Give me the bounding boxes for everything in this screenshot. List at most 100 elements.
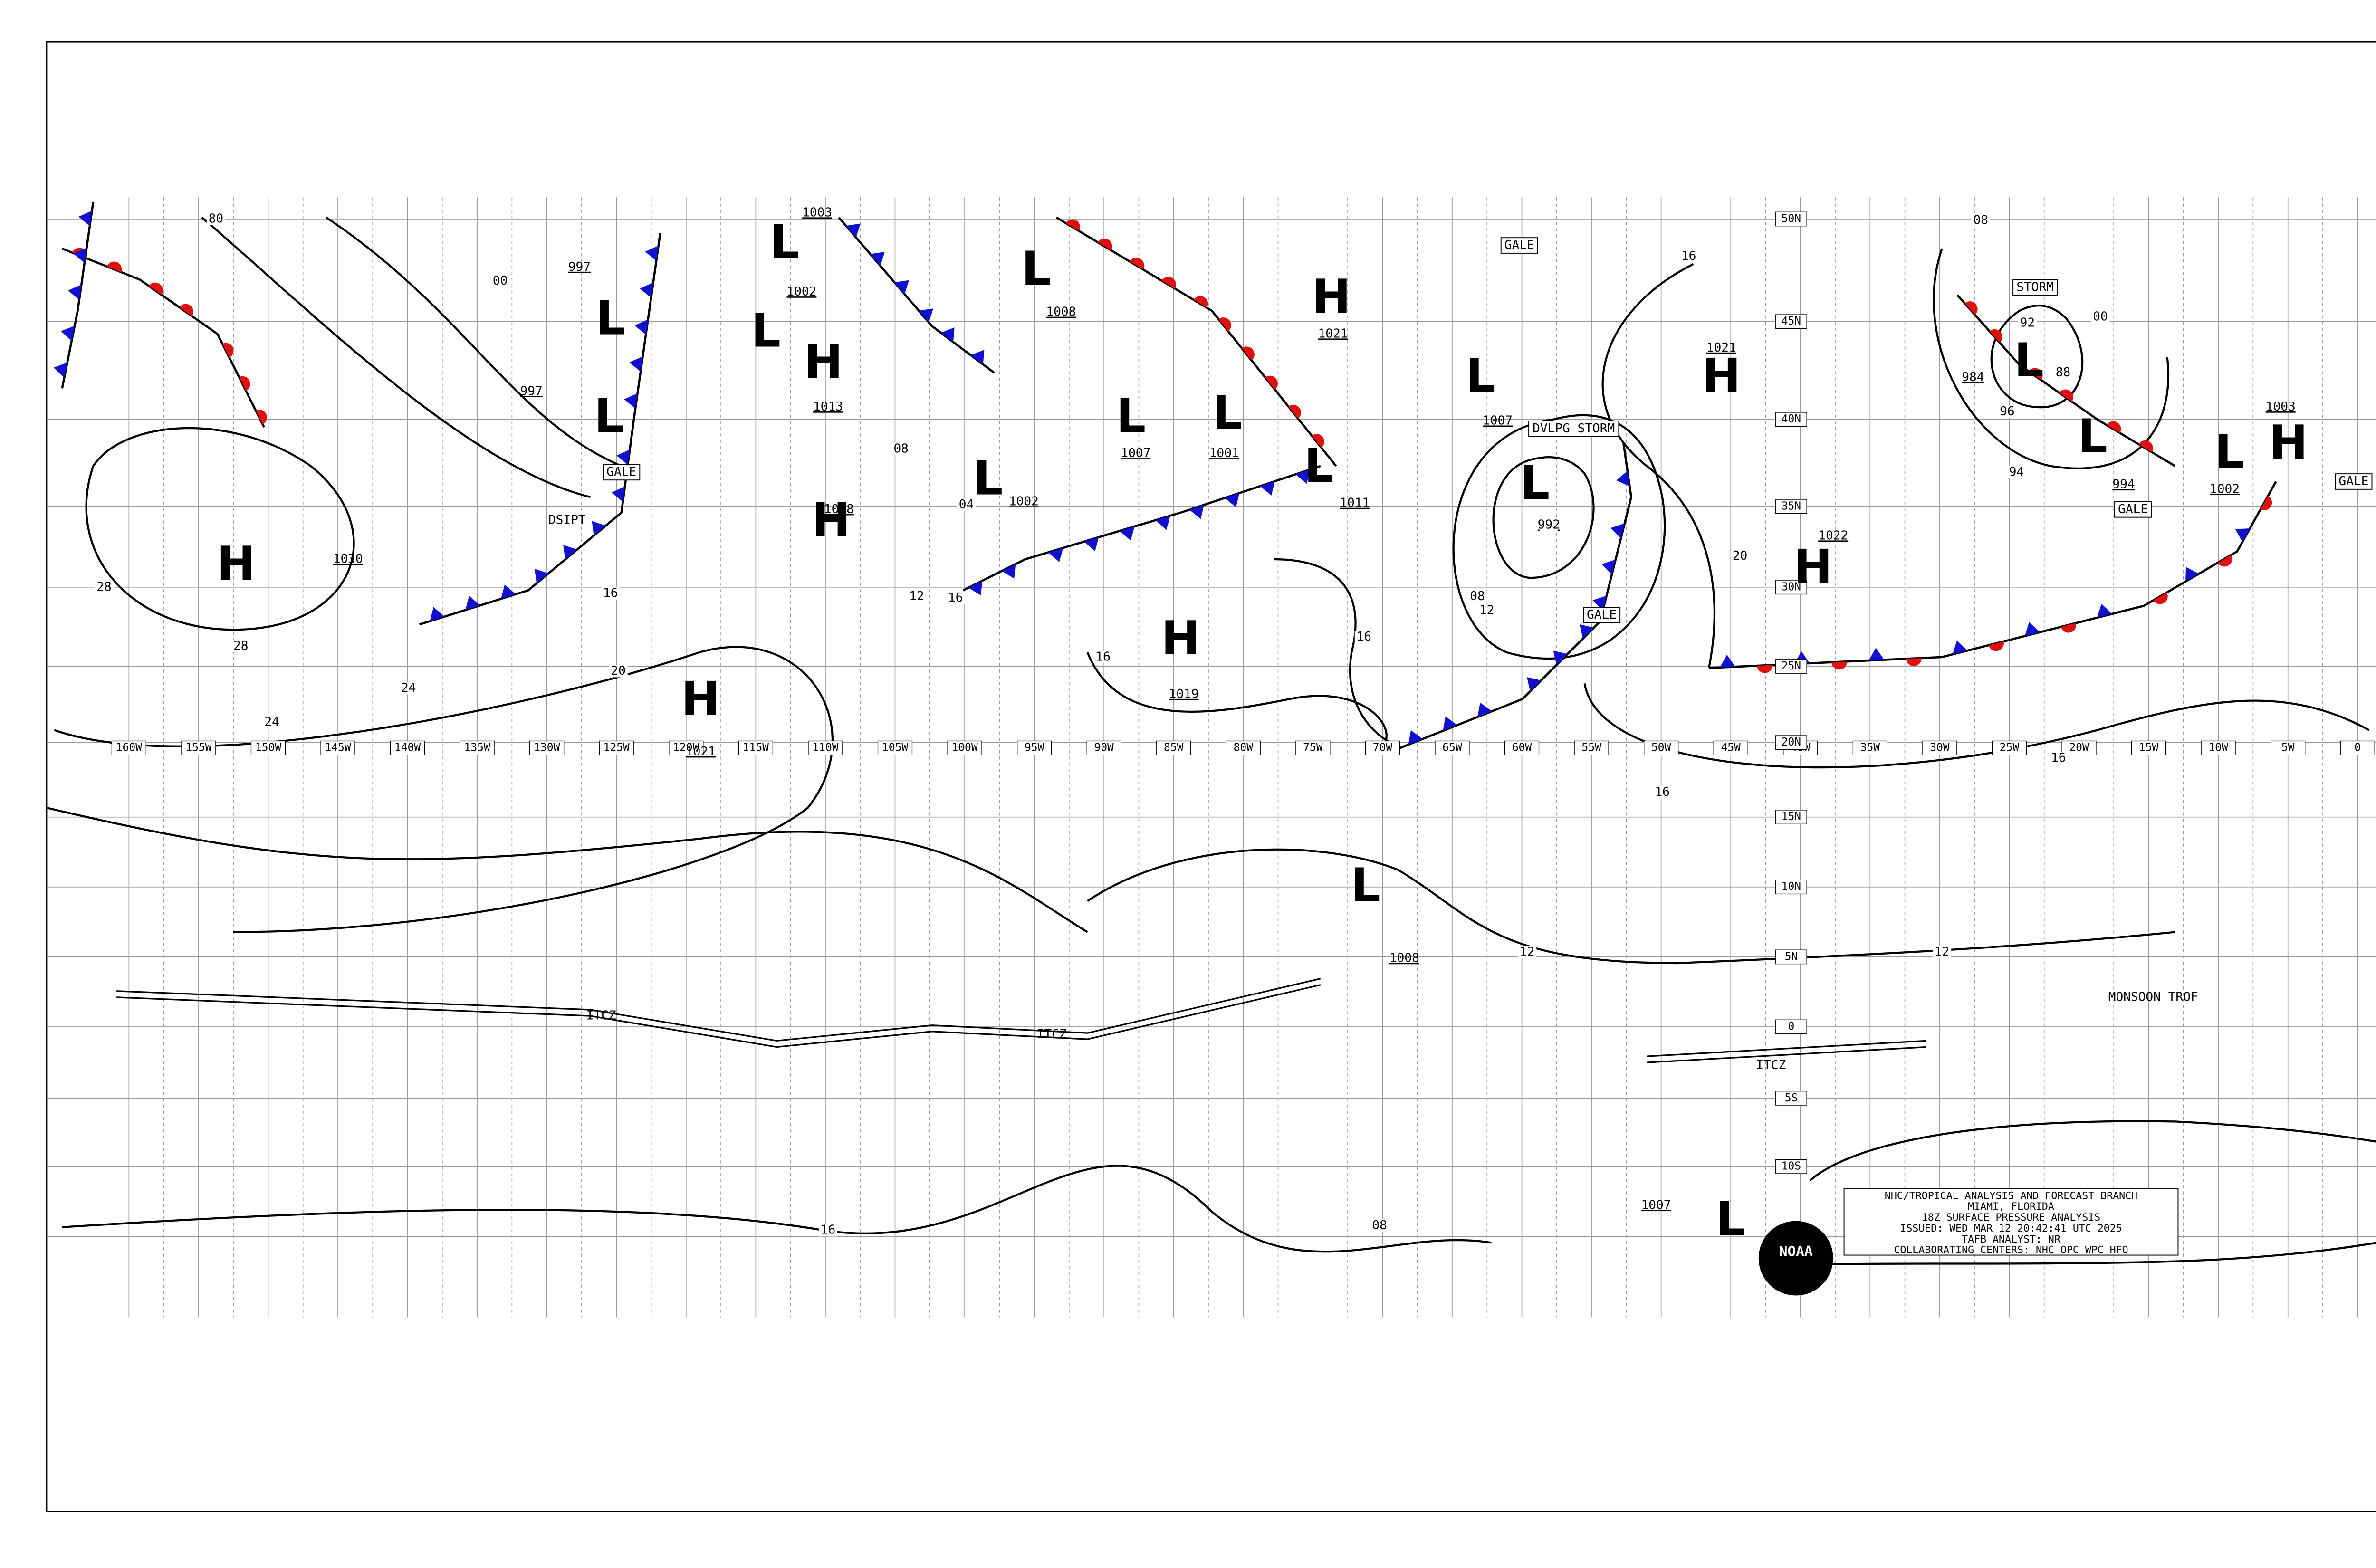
warm-front-barb — [2060, 623, 2077, 633]
lon-label: 55W — [1581, 742, 1601, 754]
label-box — [1775, 1019, 1807, 1034]
lat-label: 20N — [1782, 736, 1801, 748]
central-pressure: 1021 — [1318, 326, 1348, 341]
central-pressure: 1018 — [824, 502, 854, 516]
cold-front-barb — [634, 319, 648, 335]
pressure-center: L — [1212, 386, 1242, 440]
pressure-center: L — [1520, 456, 1550, 510]
lon-label: 15W — [2139, 742, 2159, 754]
warm-front-barb — [2028, 368, 2043, 381]
title-lines: NHC/TROPICAL ANALYSIS AND FORECAST BRANC… — [1885, 1190, 2137, 1256]
lon-label: 80W — [1234, 742, 1254, 754]
lat-label: 30N — [1782, 581, 1801, 593]
label-box — [1775, 880, 1807, 895]
cold-front-barb — [53, 362, 67, 378]
lon-label: 150W — [255, 742, 281, 754]
pressure-center: L — [1466, 349, 1495, 403]
isobar — [1087, 848, 2175, 965]
warm-front-barb — [1964, 301, 1978, 315]
cold-front-barb — [563, 545, 577, 560]
front-line — [962, 465, 1321, 592]
lon-label: 155W — [185, 742, 211, 754]
isobar-label: 16 — [2051, 751, 2066, 765]
pressure-center: L — [751, 304, 781, 358]
front-line — [1956, 294, 2176, 467]
label-box — [2012, 279, 2058, 296]
pressure-center: H — [812, 494, 851, 548]
label-box — [1583, 607, 1621, 623]
cold-front-barb — [430, 607, 445, 621]
label-bg — [1093, 650, 1112, 663]
title-line: ISSUED: WED MAR 12 20:42:41 UTC 2025 — [1900, 1223, 2122, 1234]
label-box — [1775, 211, 1807, 227]
isobar-label: 80 — [209, 211, 223, 226]
cold-front-barb — [1225, 493, 1240, 507]
isobar-label: 992 — [1538, 518, 1560, 532]
pressure-center: L — [770, 215, 800, 269]
title-line: MIAMI, FLORIDA — [1968, 1201, 2054, 1213]
lon-label: 100W — [952, 742, 978, 754]
isobar-label: 96 — [2000, 404, 2014, 419]
cold-front-barb — [78, 210, 92, 226]
label-box — [250, 740, 286, 755]
warm-front-barb — [1161, 277, 1176, 289]
label-box — [1574, 740, 1609, 755]
warm-front-barb — [256, 410, 267, 424]
cold-front-barb — [2185, 567, 2199, 582]
feature-label: GALE — [1504, 238, 1534, 252]
lon-label: 135W — [464, 742, 490, 754]
label-box — [1713, 740, 1748, 755]
isobar-label: 94 — [2009, 465, 2024, 479]
title-line: COLLABORATING CENTERS: NHC OPC WPC HFO — [1894, 1244, 2128, 1256]
label-bg — [2018, 316, 2037, 330]
label-box — [1922, 740, 1957, 755]
central-pressure: 1001 — [1209, 446, 1239, 460]
label-bg — [1971, 214, 1990, 227]
label-bg — [2053, 366, 2073, 379]
warm-front-barb — [1989, 329, 2002, 343]
warm-front-barb — [2217, 555, 2232, 567]
pressure-center: H — [804, 335, 843, 389]
title-block: NHC/TROPICAL ANALYSIS AND FORECAST BRANC… — [1758, 1187, 2179, 1296]
pressure-center: L — [2014, 334, 2044, 388]
isobar-label: 88 — [2056, 365, 2070, 380]
isobar-label: 16 — [1357, 630, 1371, 644]
central-pressure: 984 — [1962, 370, 1984, 384]
lat-label: 10N — [1782, 880, 1801, 893]
label-box — [320, 740, 355, 755]
cold-front-barb — [919, 308, 933, 323]
label-bg — [1354, 631, 1373, 643]
pressure-center: H — [2269, 416, 2308, 470]
warm-front-barb — [1757, 665, 1773, 673]
lat-label: 10S — [1782, 1160, 1801, 1173]
isobar-label: 08 — [1974, 213, 1988, 228]
warm-front-barb — [2260, 496, 2272, 511]
lon-label: 10W — [2208, 742, 2228, 754]
cold-front-barb — [645, 245, 659, 261]
isobar-label: 16 — [1681, 249, 1696, 263]
lon-label: 5W — [2281, 742, 2295, 754]
lat-label: 25N — [1782, 660, 1801, 672]
isobar-label: 24 — [264, 715, 279, 729]
cold-front-barb — [465, 596, 480, 610]
cold-front-barb — [968, 581, 983, 595]
pressure-center: H — [1312, 270, 1351, 324]
label-box — [1226, 740, 1261, 755]
lat-label: 35N — [1782, 500, 1801, 512]
title-line: TAFB ANALYST: NR — [1962, 1233, 2060, 1245]
lon-label: 130W — [534, 742, 560, 754]
cold-front-barb — [1260, 481, 1275, 496]
isobar-label: 12 — [1935, 945, 1949, 959]
isobar — [1771, 1242, 2376, 1267]
central-pressure: 1003 — [2266, 400, 2296, 414]
cold-front-barb — [611, 486, 625, 502]
label-bg — [2049, 752, 2068, 765]
cold-front-barb — [1477, 702, 1492, 717]
label-bg — [1679, 250, 1698, 263]
isobar-label: 16 — [1655, 785, 1669, 799]
label-box — [1775, 735, 1807, 750]
front-line — [1055, 216, 1337, 467]
isobar-label: 00 — [493, 274, 508, 288]
warm-front-barb — [1312, 434, 1324, 448]
